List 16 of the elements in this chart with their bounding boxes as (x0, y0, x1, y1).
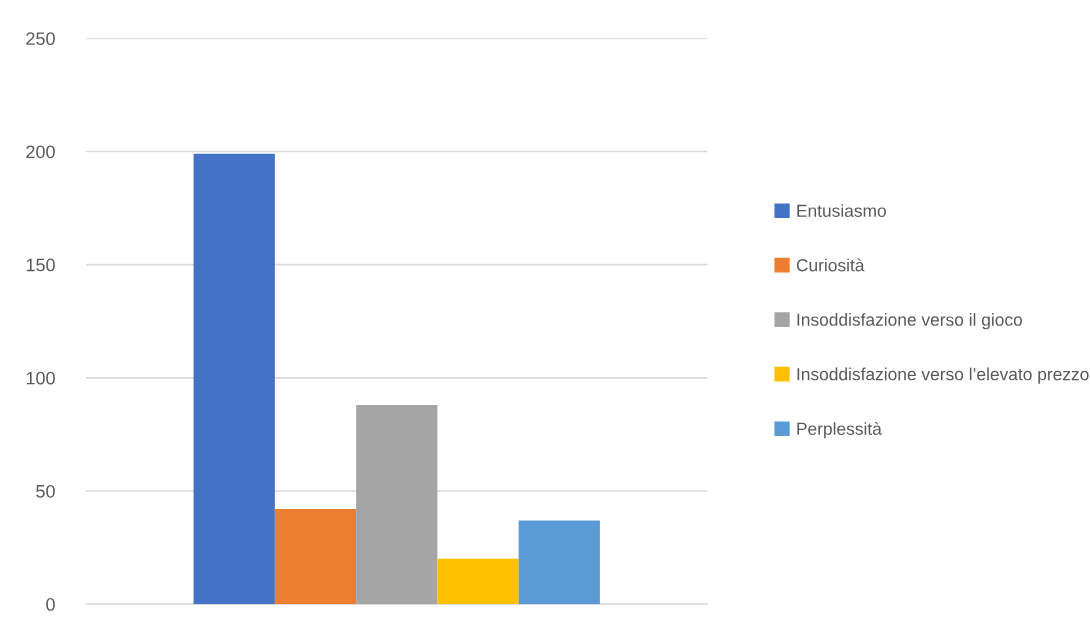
bar (356, 404, 438, 605)
legend-label: Entusiasmo (797, 204, 886, 217)
bar (274, 509, 357, 605)
legend-label: Insoddisfazione verso il gioco (797, 313, 1023, 330)
bar (437, 558, 519, 605)
legend-label: Perplessità (797, 421, 882, 439)
y-tick-label: 200 (26, 145, 55, 159)
legend-label: Curiosità (796, 258, 865, 272)
y-tick-label: 150 (26, 258, 55, 272)
bar (193, 153, 275, 605)
bar (518, 520, 600, 605)
y-tick-label: 50 (36, 484, 55, 498)
y-tick-label: 0 (46, 598, 55, 611)
y-tick-label: 100 (26, 371, 55, 385)
legend-label: Insoddisfazione verso l’elevato prezzo (797, 367, 1089, 384)
y-tick-label: 250 (26, 32, 55, 46)
